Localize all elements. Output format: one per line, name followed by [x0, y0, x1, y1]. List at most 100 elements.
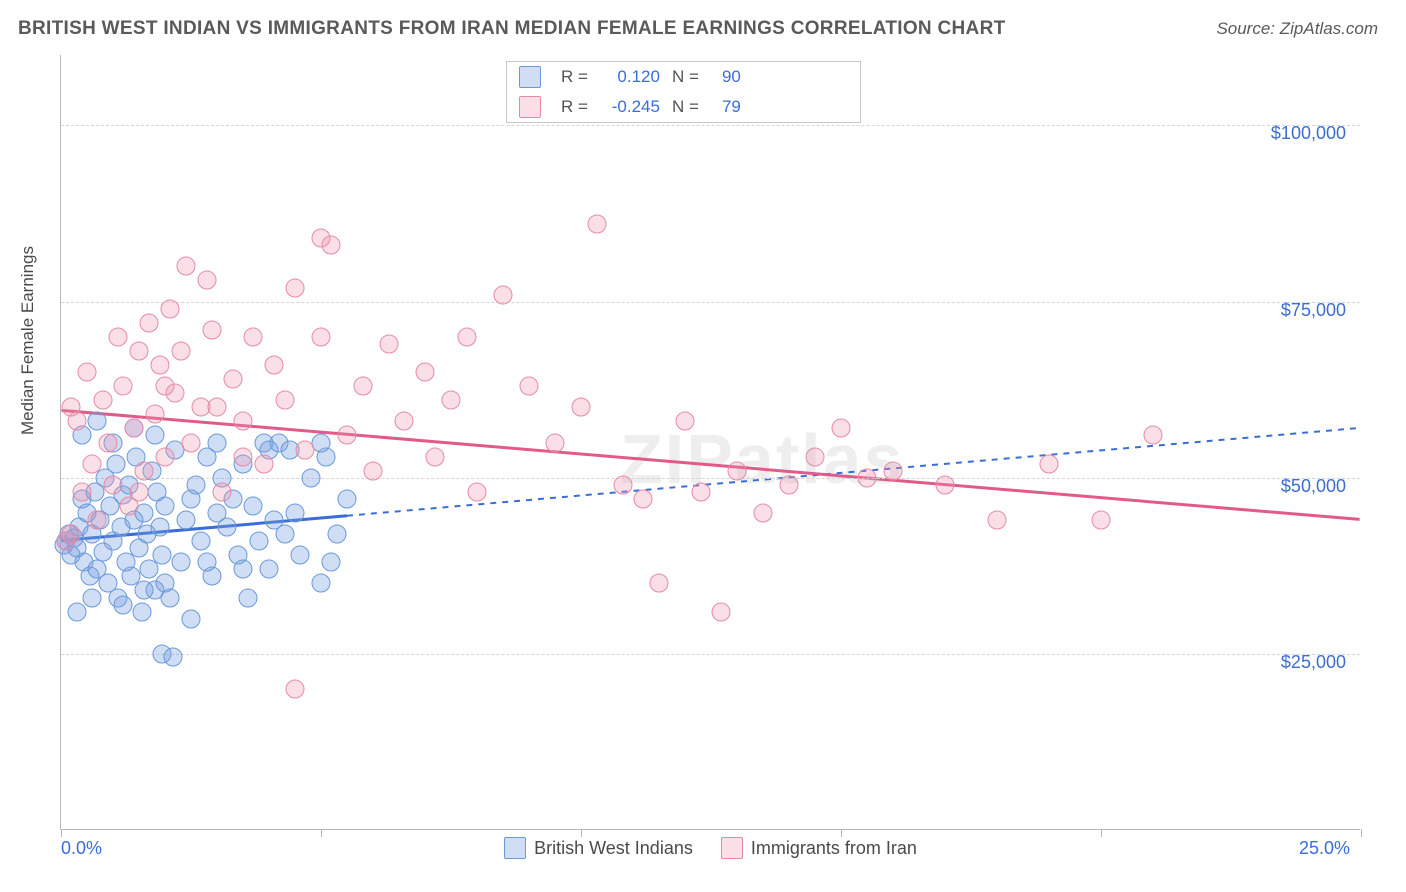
data-point: [182, 433, 201, 452]
data-point: [83, 588, 102, 607]
data-point: [208, 398, 227, 417]
correlation-legend: R =0.120N =90R =-0.245N =79: [506, 61, 861, 123]
data-point: [353, 377, 372, 396]
data-point: [114, 595, 133, 614]
data-point: [676, 412, 695, 431]
data-point: [296, 440, 315, 459]
y-tick-label: $50,000: [1281, 476, 1346, 497]
data-point: [426, 447, 445, 466]
data-point: [301, 468, 320, 487]
data-point: [395, 412, 414, 431]
data-point: [72, 482, 91, 501]
data-point: [312, 327, 331, 346]
data-point: [156, 377, 175, 396]
data-point: [197, 271, 216, 290]
data-point: [130, 341, 149, 360]
data-point: [244, 327, 263, 346]
plot-area: ZIPatlas R =0.120N =90R =-0.245N =79 0.0…: [60, 55, 1360, 830]
data-point: [130, 482, 149, 501]
data-point: [114, 377, 133, 396]
data-point: [587, 215, 606, 234]
data-point: [197, 553, 216, 572]
data-point: [468, 482, 487, 501]
data-point: [312, 574, 331, 593]
data-point: [202, 320, 221, 339]
data-point: [135, 581, 154, 600]
legend-swatch: [721, 837, 743, 859]
data-point: [239, 588, 258, 607]
data-point: [754, 503, 773, 522]
r-value: -0.245: [600, 97, 660, 117]
data-point: [156, 496, 175, 515]
r-value: 0.120: [600, 67, 660, 87]
data-point: [234, 447, 253, 466]
data-point: [213, 482, 232, 501]
gridline: [61, 125, 1360, 126]
data-point: [67, 602, 86, 621]
data-point: [254, 454, 273, 473]
data-point: [691, 482, 710, 501]
data-point: [291, 546, 310, 565]
r-label: R =: [561, 67, 588, 87]
data-point: [208, 433, 227, 452]
data-point: [78, 363, 97, 382]
data-point: [249, 532, 268, 551]
x-tick: [61, 829, 62, 837]
data-point: [712, 602, 731, 621]
data-point: [145, 405, 164, 424]
data-point: [936, 475, 955, 494]
data-point: [327, 525, 346, 544]
data-point: [234, 412, 253, 431]
data-point: [135, 461, 154, 480]
data-point: [858, 468, 877, 487]
n-label: N =: [672, 97, 699, 117]
gridline: [61, 302, 1360, 303]
data-point: [988, 511, 1007, 530]
n-label: N =: [672, 67, 699, 87]
data-point: [176, 511, 195, 530]
data-point: [1144, 426, 1163, 445]
data-point: [494, 285, 513, 304]
data-point: [520, 377, 539, 396]
gridline: [61, 478, 1360, 479]
series-swatch: [519, 96, 541, 118]
data-point: [275, 525, 294, 544]
data-point: [106, 454, 125, 473]
data-point: [286, 503, 305, 522]
n-value: 90: [711, 67, 741, 87]
data-point: [728, 461, 747, 480]
data-point: [650, 574, 669, 593]
data-point: [260, 560, 279, 579]
source-attribution: Source: ZipAtlas.com: [1216, 19, 1378, 39]
legend-label: British West Indians: [534, 838, 693, 859]
n-value: 79: [711, 97, 741, 117]
data-point: [613, 475, 632, 494]
y-tick-label: $100,000: [1271, 123, 1346, 144]
data-point: [163, 648, 182, 667]
data-point: [98, 433, 117, 452]
data-point: [286, 278, 305, 297]
data-point: [265, 356, 284, 375]
data-point: [171, 553, 190, 572]
data-point: [379, 334, 398, 353]
data-point: [88, 511, 107, 530]
data-point: [244, 496, 263, 515]
data-point: [156, 574, 175, 593]
series-legend: British West IndiansImmigrants from Iran: [61, 837, 1360, 859]
series-swatch: [519, 66, 541, 88]
data-point: [192, 532, 211, 551]
y-tick-label: $75,000: [1281, 300, 1346, 321]
data-point: [634, 489, 653, 508]
data-point: [364, 461, 383, 480]
data-point: [57, 532, 76, 551]
y-axis-label: Median Female Earnings: [18, 246, 38, 435]
data-point: [322, 553, 341, 572]
data-point: [312, 229, 331, 248]
x-tick: [1101, 829, 1102, 837]
chart-title: BRITISH WEST INDIAN VS IMMIGRANTS FROM I…: [18, 18, 1006, 40]
data-point: [109, 327, 128, 346]
legend-swatch: [504, 837, 526, 859]
data-point: [153, 546, 172, 565]
data-point: [140, 313, 159, 332]
data-point: [832, 419, 851, 438]
